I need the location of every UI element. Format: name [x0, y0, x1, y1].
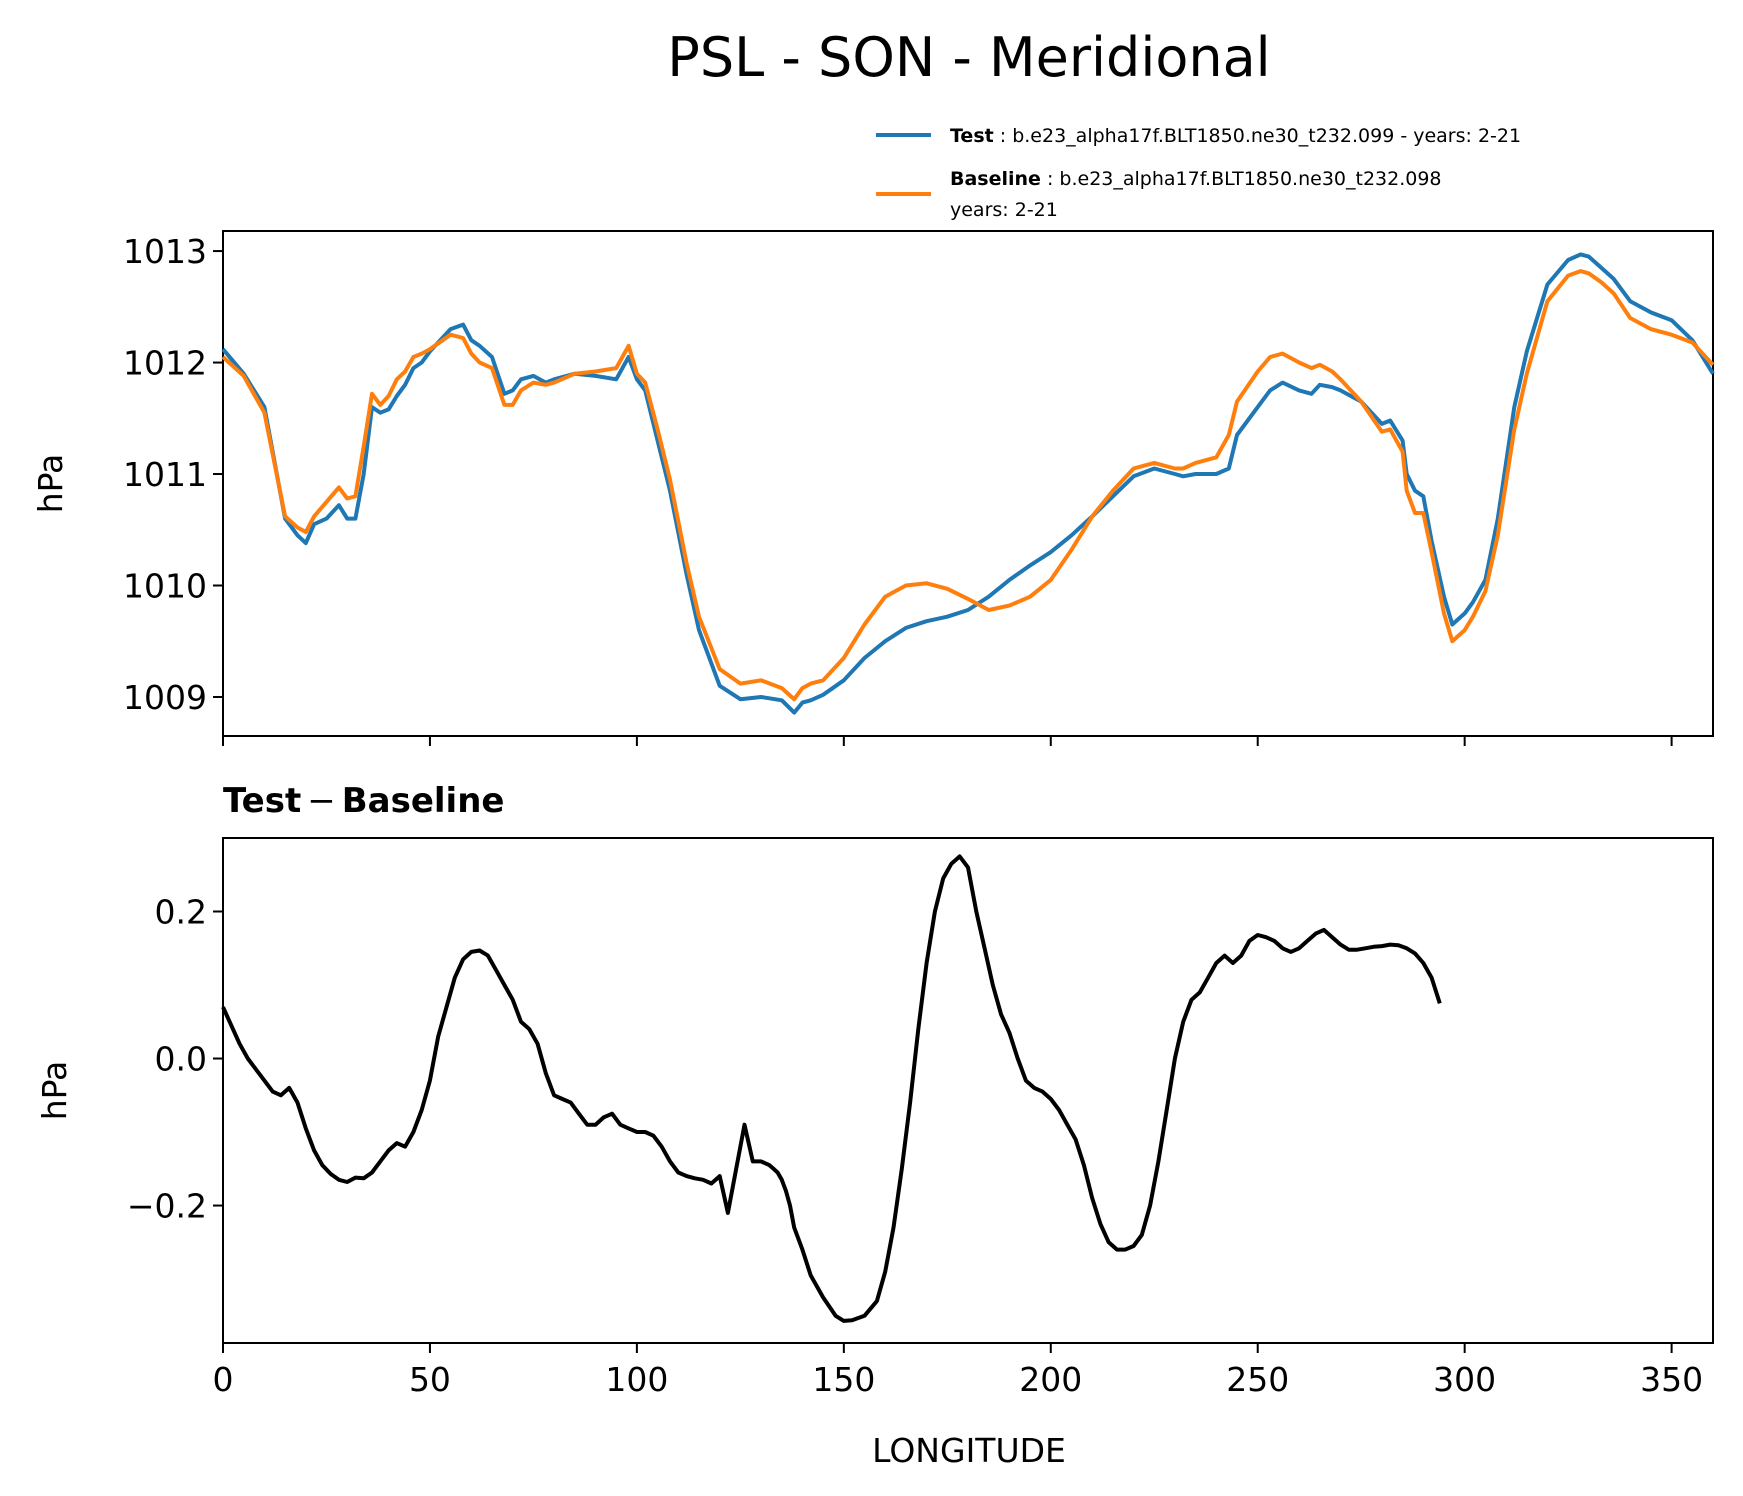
x-tick-label: 300: [1433, 1360, 1496, 1399]
x-tick-label: 250: [1226, 1360, 1289, 1399]
legend-baseline-separator: :: [1041, 168, 1059, 190]
legend-baseline-label: Baseline : b.e23_alpha17f.BLT1850.ne30_t…: [950, 168, 1442, 190]
top-y-tick-label: 1009: [123, 678, 207, 717]
top-y-tick-label: 1011: [123, 455, 207, 494]
top-panel: 1009 1010 1011 1012 1013 hPa: [31, 230, 1715, 746]
x-tick-label: 100: [605, 1360, 668, 1399]
legend: Test : b.e23_alpha17f.BLT1850.ne30_t232.…: [876, 125, 1521, 221]
series-line-test: [221, 252, 1715, 715]
bottom-title-baseline: Baseline: [342, 781, 505, 821]
x-tick-label: 350: [1640, 1360, 1703, 1399]
x-tick-label: 200: [1019, 1360, 1082, 1399]
bottom-title-minus: −: [307, 781, 336, 821]
bottom-series-line: [221, 854, 1442, 1323]
legend-baseline-years: years: 2-21: [950, 199, 1058, 221]
bottom-y-axis-label: hPa: [35, 1061, 74, 1121]
top-series-lines: [221, 252, 1715, 715]
legend-test-desc: b.e23_alpha17f.BLT1850.ne30_t232.099 - y…: [1012, 125, 1521, 147]
bottom-title-test: Test: [223, 781, 301, 821]
top-y-tick-label: 1010: [123, 567, 207, 606]
x-tick-label: 150: [812, 1360, 875, 1399]
x-axis-label: LONGITUDE: [872, 1431, 1066, 1470]
legend-test-name: Test: [950, 125, 994, 147]
bottom-ticks: 0 50 100 150 200 250 300 350 −0.2 0.0 0.2: [127, 893, 1703, 1399]
legend-test-separator: :: [994, 125, 1012, 147]
bottom-panel: 0 50 100 150 200 250 300 350 −0.2 0.0 0.2 hPa: [35, 837, 1714, 1399]
bottom-panel-title: Test − Baseline: [223, 781, 504, 821]
top-y-tick-label: 1013: [123, 232, 207, 271]
legend-baseline-name: Baseline: [950, 168, 1041, 190]
bottom-panel-frame: [222, 837, 1714, 1344]
x-tick-label: 0: [213, 1360, 234, 1399]
top-panel-frame: [222, 230, 1714, 737]
top-ticks: 1009 1010 1011 1012 1013: [123, 232, 1673, 746]
top-y-axis-label: hPa: [31, 454, 70, 514]
series-line-baseline: [221, 269, 1715, 702]
series-line-difference: [221, 854, 1442, 1323]
x-tick-label: 50: [409, 1360, 451, 1399]
legend-test-label: Test : b.e23_alpha17f.BLT1850.ne30_t232.…: [950, 125, 1521, 147]
bottom-y-tick-label: 0.2: [155, 893, 207, 932]
chart-title: PSL - SON - Meridional: [667, 26, 1270, 89]
bottom-y-tick-label: −0.2: [127, 1187, 207, 1226]
legend-baseline-desc: b.e23_alpha17f.BLT1850.ne30_t232.098: [1059, 168, 1441, 190]
top-y-tick-label: 1012: [123, 344, 207, 383]
bottom-y-tick-label: 0.0: [155, 1040, 207, 1079]
